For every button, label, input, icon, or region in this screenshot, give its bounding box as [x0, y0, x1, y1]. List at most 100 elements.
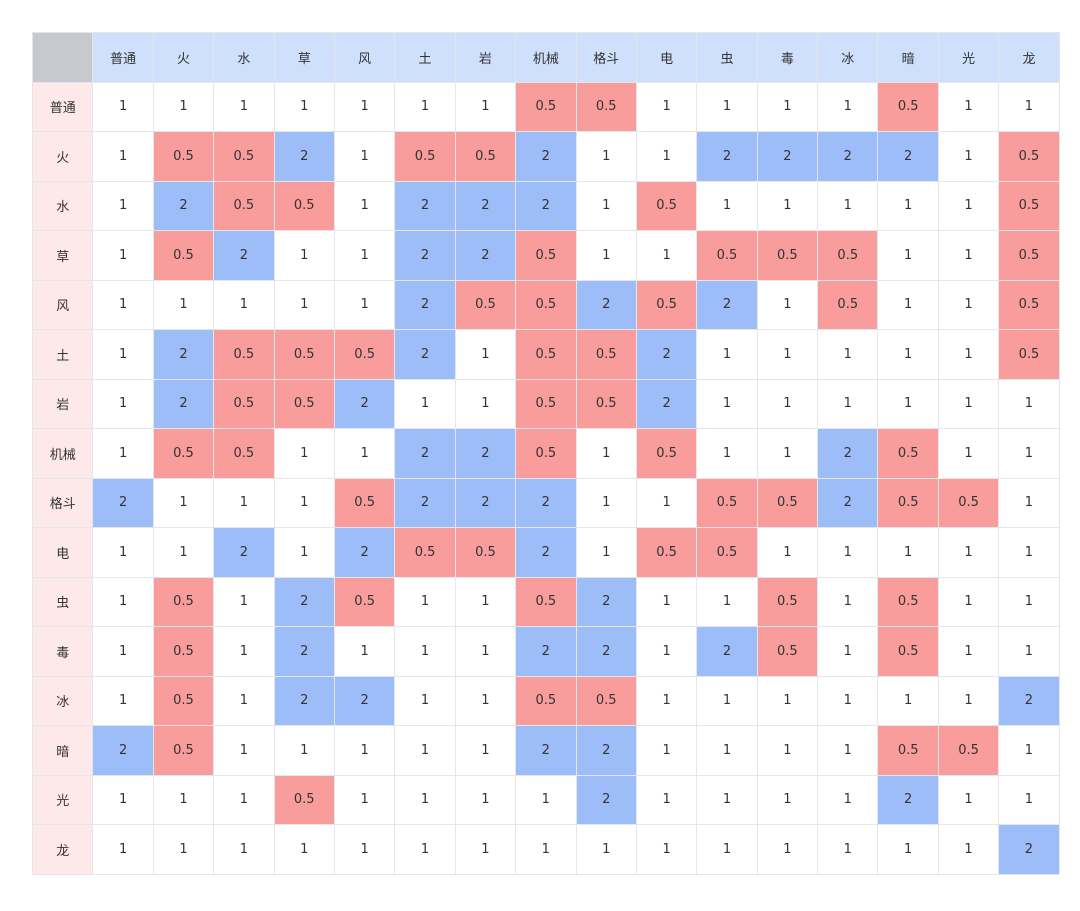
cell: 2 — [454, 428, 517, 479]
cell: 1 — [213, 477, 275, 528]
cell: 1 — [877, 378, 939, 429]
cell: 0.5 — [696, 477, 758, 528]
cell: 1 — [817, 725, 879, 776]
cell: 2 — [998, 675, 1060, 726]
table-row: 电 1 1 2 1 2 0.5 0.5 2 1 0.5 0.5 1 1 1 1 1 — [31, 527, 1060, 578]
cell: 1 — [92, 626, 154, 677]
cell: 1 — [937, 824, 1000, 875]
cell: 0.5 — [817, 230, 879, 281]
cell: 1 — [273, 527, 335, 578]
cell: 1 — [756, 428, 819, 479]
cell: 1 — [394, 725, 456, 776]
cell: 1 — [877, 527, 939, 578]
column-header: 虫 — [696, 32, 758, 83]
cell: 1 — [454, 725, 517, 776]
cell: 1 — [213, 675, 275, 726]
cell: 1 — [756, 378, 819, 429]
cell: 1 — [454, 329, 517, 380]
cell: 0.5 — [333, 329, 396, 380]
cell: 2 — [696, 131, 758, 182]
table-row: 暗 2 0.5 1 1 1 1 1 2 2 1 1 1 1 0.5 0.5 1 — [31, 725, 1060, 776]
row-header: 水 — [31, 180, 94, 231]
column-header: 岩 — [454, 32, 517, 83]
cell: 2 — [454, 180, 517, 231]
cell: 0.5 — [515, 230, 577, 281]
cell: 0.5 — [454, 527, 517, 578]
cell: 2 — [394, 180, 456, 231]
cell: 1 — [273, 230, 335, 281]
cell: 1 — [937, 527, 1000, 578]
cell: 1 — [817, 378, 879, 429]
row-header: 岩 — [31, 378, 94, 429]
cell: 0.5 — [515, 279, 577, 330]
row-header: 光 — [31, 774, 94, 825]
row-header: 机械 — [31, 428, 94, 479]
cell: 0.5 — [998, 329, 1060, 380]
cell: 1 — [454, 576, 517, 627]
table-row: 机械 1 0.5 0.5 1 1 2 2 0.5 1 0.5 1 1 2 0.5 1 1 — [31, 428, 1060, 479]
cell: 0.5 — [152, 576, 215, 627]
cell: 1 — [696, 824, 758, 875]
cell: 0.5 — [635, 279, 698, 330]
column-header: 风 — [333, 32, 396, 83]
cell: 2 — [213, 527, 275, 578]
cell: 1 — [515, 774, 577, 825]
cell: 0.5 — [152, 230, 215, 281]
cell: 1 — [394, 626, 456, 677]
table-row: 虫 1 0.5 1 2 0.5 1 1 0.5 2 1 1 0.5 1 0.5 1 1 — [31, 576, 1060, 627]
cell: 0.5 — [515, 576, 577, 627]
cell: 1 — [575, 477, 637, 528]
column-header: 草 — [273, 32, 335, 83]
cell: 2 — [394, 230, 456, 281]
cell: 0.5 — [515, 675, 577, 726]
row-header: 风 — [31, 279, 94, 330]
cell: 2 — [756, 131, 819, 182]
cell: 0.5 — [635, 428, 698, 479]
column-header: 光 — [937, 32, 1000, 83]
cell: 1 — [937, 131, 1000, 182]
cell: 1 — [937, 279, 1000, 330]
cell: 1 — [92, 824, 154, 875]
cell: 0.5 — [877, 626, 939, 677]
cell: 0.5 — [756, 230, 819, 281]
cell: 0.5 — [273, 329, 335, 380]
cell: 1 — [575, 131, 637, 182]
cell: 1 — [333, 81, 396, 132]
cell: 1 — [333, 279, 396, 330]
cell: 2 — [273, 131, 335, 182]
cell: 0.5 — [515, 428, 577, 479]
cell: 0.5 — [877, 428, 939, 479]
cell: 0.5 — [877, 477, 939, 528]
cell: 0.5 — [152, 131, 215, 182]
table-row: 普通 1 1 1 1 1 1 1 0.5 0.5 1 1 1 1 0.5 1 1 — [31, 81, 1060, 132]
cell: 2 — [635, 378, 698, 429]
table-row: 水 1 2 0.5 0.5 1 2 2 2 1 0.5 1 1 1 1 1 0.5 — [31, 180, 1060, 231]
cell: 1 — [937, 378, 1000, 429]
cell: 1 — [817, 576, 879, 627]
cell: 0.5 — [877, 725, 939, 776]
cell: 1 — [696, 428, 758, 479]
cell: 1 — [394, 824, 456, 875]
cell: 1 — [635, 626, 698, 677]
row-header: 普通 — [31, 81, 94, 132]
cell: 1 — [575, 428, 637, 479]
column-header: 冰 — [817, 32, 879, 83]
cell: 1 — [92, 180, 154, 231]
cell: 1 — [635, 675, 698, 726]
cell: 1 — [696, 774, 758, 825]
cell: 1 — [273, 477, 335, 528]
row-header: 毒 — [31, 626, 94, 677]
cell: 2 — [454, 477, 517, 528]
cell: 1 — [817, 675, 879, 726]
cell: 2 — [394, 329, 456, 380]
cell: 1 — [998, 725, 1060, 776]
cell: 2 — [92, 477, 154, 528]
cell: 1 — [273, 824, 335, 875]
cell: 1 — [454, 626, 517, 677]
cell: 1 — [454, 824, 517, 875]
cell: 1 — [635, 576, 698, 627]
cell: 1 — [998, 774, 1060, 825]
cell: 0.5 — [937, 477, 1000, 528]
cell: 1 — [454, 81, 517, 132]
